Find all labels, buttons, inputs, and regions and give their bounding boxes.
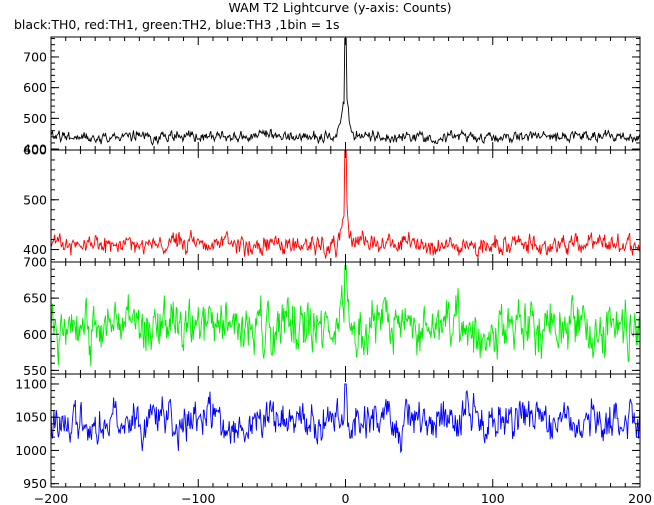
x-tick-label: −100 [181,491,215,505]
y-tick-label: 500 [23,111,47,126]
y-tick-label: 700 [23,255,47,270]
panel-th2: 550 600 650 700 [23,255,641,378]
y-tick-label: 600 [23,143,47,158]
y-tick-label: 400 [23,142,47,157]
chart-subtitle: black:TH0, red:TH1, green:TH2, blue:TH3 … [14,17,340,32]
series-line-th0 [50,38,641,146]
x-tick-label: 0 [342,491,350,505]
y-tick-label: 1100 [15,376,47,391]
series-line-th2 [50,265,641,367]
y-tick-label: 700 [23,49,47,64]
panels-group: 4005006007004005006005506006507009501000… [15,36,641,491]
panel-th0: 400 500 600 700 [23,36,641,157]
x-axis: −200 −100 0 100 200 [34,491,652,505]
panel-frame [50,149,641,263]
series-line-th1 [50,149,641,259]
y-tick-label: 650 [23,291,47,306]
y-tick-label: 600 [23,327,47,342]
panel-th1: 400 500 600 [23,143,641,263]
y-tick-label: 600 [23,80,47,95]
y-tick-label: 1050 [15,410,47,425]
x-tick-label: 200 [628,491,652,505]
x-tick-label: −200 [34,491,68,505]
y-tick-label: 500 [23,192,47,207]
x-tick-label: 100 [481,491,505,505]
series-line-th3 [50,383,641,454]
chart-title: WAM T2 Lightcurve (y-axis: Counts) [228,0,451,15]
y-tick-label: 400 [23,242,47,257]
y-tick-label: 950 [23,476,47,491]
y-tick-label: 1000 [15,443,47,458]
y-tick-label: 550 [23,363,47,378]
panel-th3: 950 1000 1050 1100 [15,373,641,491]
